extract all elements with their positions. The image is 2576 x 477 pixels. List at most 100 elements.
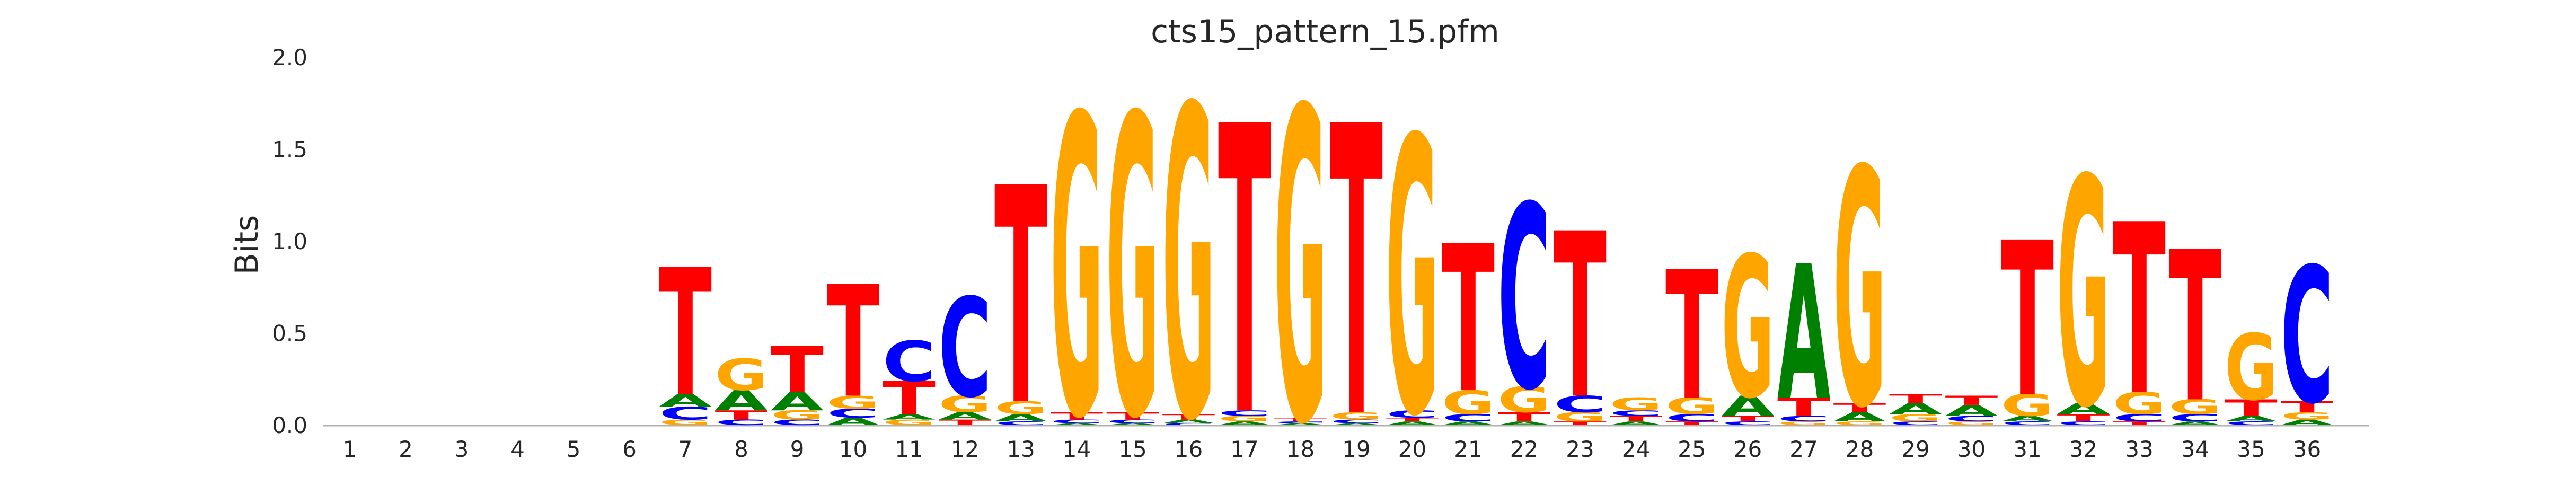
x-tick-label: 9 xyxy=(790,436,805,462)
logo-letter-T: T xyxy=(1442,204,1495,438)
logo-letter-G: G xyxy=(1889,412,1942,423)
logo-letter-C: C xyxy=(827,406,880,421)
x-tick-label: 17 xyxy=(1230,436,1258,462)
logo-letter-C: C xyxy=(1777,414,1830,423)
logo-letter-T: T xyxy=(939,418,992,427)
logo-letter-C: C xyxy=(2057,420,2110,426)
logo-letter-G: G xyxy=(2281,410,2334,422)
x-tick-label: 32 xyxy=(2069,436,2097,462)
x-tick-label: 29 xyxy=(1901,436,1929,462)
logo-letter-G: G xyxy=(1162,20,1215,477)
logo-letter-A: A xyxy=(2225,414,2278,423)
logo-letter-G: G xyxy=(2113,386,2166,421)
logo-letter-G: G xyxy=(883,418,936,427)
logo-letter-T: T xyxy=(1162,412,1215,421)
x-tick-label: 4 xyxy=(510,436,525,462)
logo-letter-A: A xyxy=(2001,414,2054,423)
logo-letter-C: C xyxy=(1162,423,1215,426)
logo-letter-C: C xyxy=(1610,409,1663,418)
logo-letter-G: G xyxy=(2057,114,2110,477)
logo-letter-A: A xyxy=(1386,420,1439,426)
logo-letter-A: A xyxy=(1051,423,1104,426)
logo-letter-C: C xyxy=(1051,419,1104,425)
logo-letter-A: A xyxy=(1330,423,1383,426)
x-tick-label: 19 xyxy=(1342,436,1370,462)
y-tick-label: 1.5 xyxy=(272,137,307,163)
logo-letter-C: C xyxy=(1722,420,1775,426)
x-tick-label: 2 xyxy=(399,436,413,462)
logo-letter-C: C xyxy=(1665,412,1718,423)
logo-letter-G: G xyxy=(1442,384,1495,422)
logo-letter-C: C xyxy=(715,418,768,427)
logo-letter-C: C xyxy=(1218,409,1271,418)
logo-letter-G: G xyxy=(2225,316,2278,421)
x-tick-label: 13 xyxy=(1007,436,1035,462)
logo-letter-G: G xyxy=(1498,380,1551,421)
logo-letter-T: T xyxy=(1386,417,1439,422)
logo-letter-A: A xyxy=(2057,400,2110,418)
logo-letter-A: A xyxy=(1945,402,1998,419)
x-tick-label: 12 xyxy=(951,436,979,462)
logo-letter-C: C xyxy=(2281,228,2334,445)
logo-letter-C: C xyxy=(1330,419,1383,425)
x-tick-label: 8 xyxy=(734,436,748,462)
x-tick-label: 7 xyxy=(678,436,693,462)
logo-letter-T: T xyxy=(1665,234,1719,439)
logo-letter-G: G xyxy=(715,351,768,401)
y-axis-label: Bits xyxy=(228,215,266,275)
x-tick-label: 10 xyxy=(839,436,867,462)
x-tick-label: 33 xyxy=(2125,436,2153,462)
x-tick-label: 31 xyxy=(2013,436,2041,462)
x-tick-label: 1 xyxy=(343,436,357,462)
logo-letter-T: T xyxy=(1498,410,1551,425)
x-tick-label: 26 xyxy=(1734,436,1762,462)
logo-letter-T: T xyxy=(994,125,1048,472)
logo-letter-T: T xyxy=(1106,410,1159,422)
logo-letter-T: T xyxy=(1777,393,1830,422)
logo-letter-G: G xyxy=(827,392,880,413)
logo-letter-C: C xyxy=(2225,420,2278,426)
logo-letter-T: T xyxy=(883,373,936,425)
x-tick-label: 14 xyxy=(1063,436,1091,462)
x-tick-label: 15 xyxy=(1118,436,1146,462)
logo-letter-T: T xyxy=(2113,420,2166,426)
x-tick-label: 21 xyxy=(1454,436,1482,462)
logo-letter-C: C xyxy=(939,270,992,428)
logo-letter-T: T xyxy=(2281,398,2334,416)
logo-letter-G: G xyxy=(1051,31,1104,477)
logo-letter-T: T xyxy=(1554,420,1607,426)
x-tick-label: 24 xyxy=(1622,436,1650,462)
logo-letter-C: C xyxy=(659,403,712,424)
logo-letter-A: A xyxy=(715,385,768,417)
logo-letter-C: C xyxy=(771,418,824,427)
logo-letter-G: G xyxy=(1554,410,1607,425)
x-tick-label: 3 xyxy=(455,436,469,462)
logo-letter-A: A xyxy=(1218,420,1271,426)
logo-letter-T: T xyxy=(2225,395,2278,421)
logo-letter-C: C xyxy=(2113,412,2166,423)
logo-letter-A: A xyxy=(1442,420,1495,426)
logo-letter-T: T xyxy=(1889,391,1943,406)
logo-letter-G: G xyxy=(1218,414,1271,423)
logo-letter-T: T xyxy=(1554,186,1607,449)
logo-letter-C: C xyxy=(1554,391,1607,418)
logo-letter-T: T xyxy=(1945,393,1999,408)
logo-letter-T: T xyxy=(1051,410,1104,422)
x-tick-label: 5 xyxy=(567,436,581,462)
x-axis-ticks: 1 2 3 4 5 6 7 8 9 10 11 12 13 14 15 16 17 18 19 20 21 22 23 24 2… xyxy=(343,436,2322,462)
logo-letter-T: T xyxy=(1274,417,1327,422)
logo-letter-T: T xyxy=(2113,174,2166,447)
logo-letter-A: A xyxy=(1722,391,1775,422)
logo-letter-A: A xyxy=(1498,420,1551,426)
logo-letter-A: A xyxy=(1162,419,1215,425)
logo-letter-T: T xyxy=(1722,414,1775,423)
logo-letter-A: A xyxy=(1777,227,1831,441)
logo-letter-A: A xyxy=(2281,418,2334,427)
logo-letter-A: A xyxy=(827,416,880,427)
logo-letter-C: C xyxy=(1945,414,1998,423)
x-tick-label: 35 xyxy=(2237,436,2265,462)
logo-letter-G: G xyxy=(1945,420,1998,426)
logo-letter-A: A xyxy=(1610,420,1663,426)
logo-letter-G: G xyxy=(2001,388,2054,423)
